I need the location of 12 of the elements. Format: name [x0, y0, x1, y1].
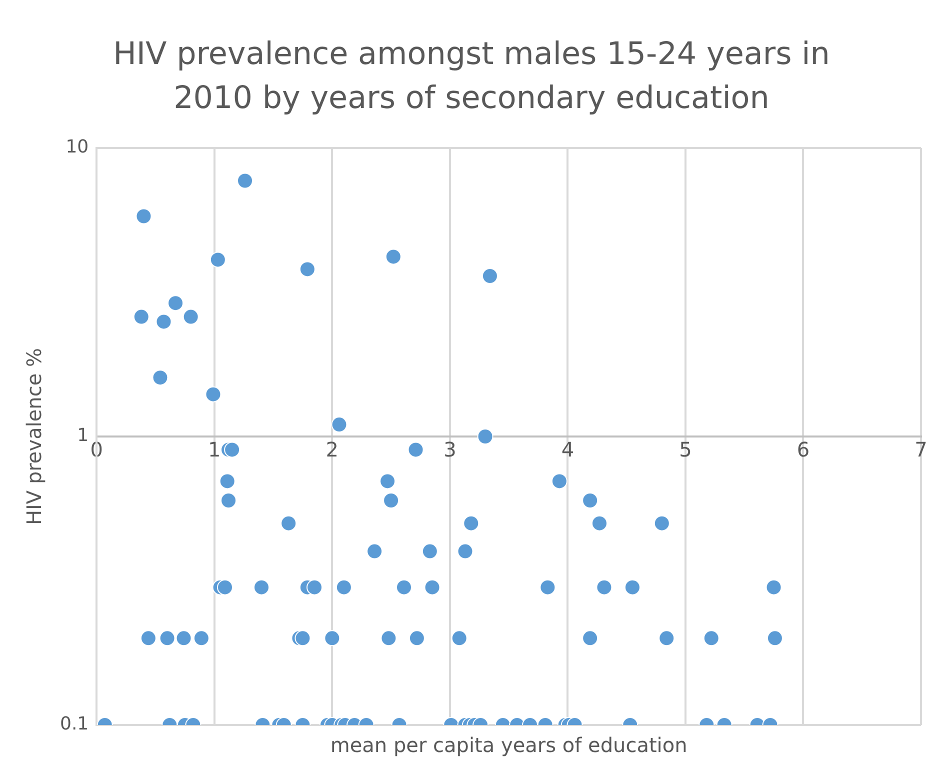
x-tick-label: 2 — [326, 438, 339, 462]
x-tick-label: 6 — [796, 438, 810, 462]
chart-title: HIV prevalence amongst males 15-24 years in 2010 by years of secondary education — [112, 35, 831, 118]
y-tick-label: 0.1 — [60, 714, 89, 735]
y-tick-label: 10 — [66, 136, 89, 158]
x-axis-title: mean per capita years of education — [330, 733, 688, 758]
x-tick-label: 3 — [444, 438, 456, 462]
y-axis-title: HIV prevalence % — [22, 348, 46, 526]
x-tick-label: 7 — [914, 438, 928, 462]
x-tick-label: 1 — [208, 438, 221, 462]
x-tick-label: 4 — [561, 438, 574, 462]
x-tick-label: 5 — [679, 438, 692, 462]
